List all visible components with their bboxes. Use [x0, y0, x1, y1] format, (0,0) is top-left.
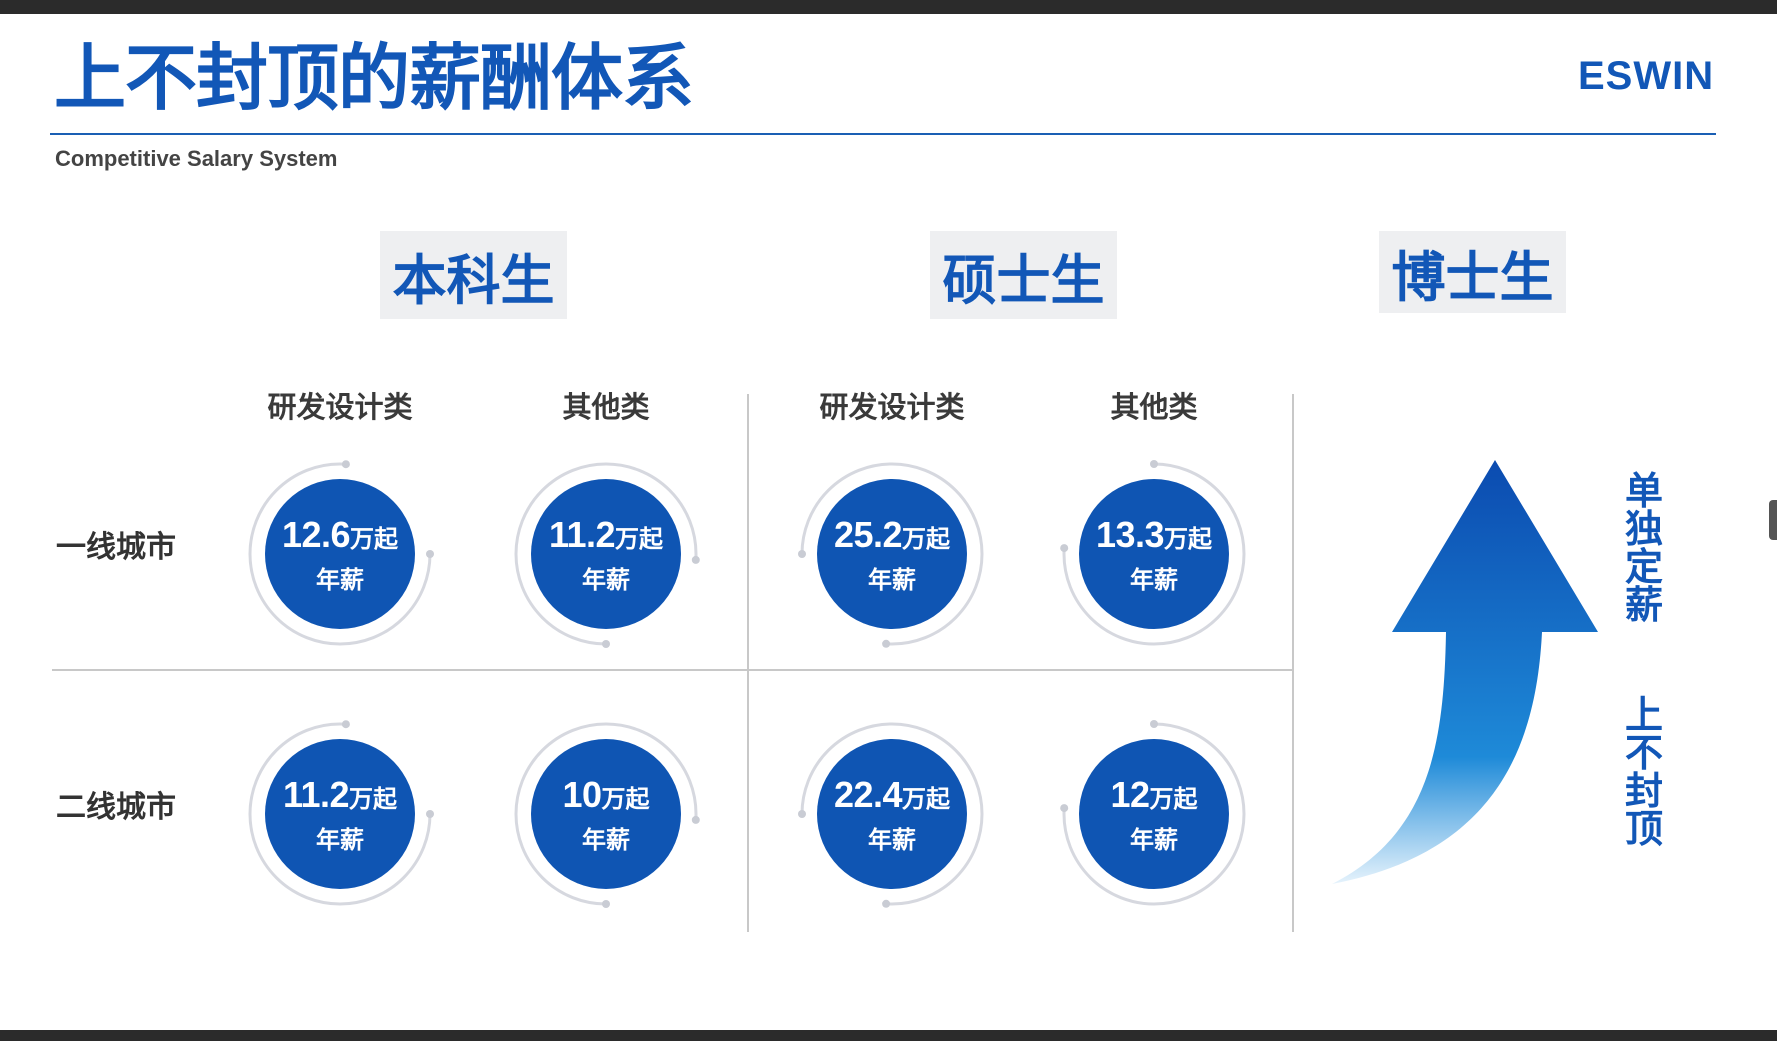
salary-period-label: 年薪: [582, 825, 630, 854]
salary-amount: 22.4 万起: [834, 774, 950, 816]
salary-circle: 11.2 万起年薪: [511, 459, 701, 649]
salary-badge: 11.2 万起年薪: [265, 739, 415, 889]
salary-badge: 22.4 万起年薪: [817, 739, 967, 889]
circle-ring-icon: [798, 722, 984, 908]
eswin-logo: ESWIN: [1578, 54, 1715, 98]
salary-number: 12.6: [281, 513, 351, 555]
circle-ring-icon: [514, 462, 700, 648]
salary-badge: 25.2 万起年薪: [817, 479, 967, 629]
salary-circle: 22.4 万起年薪: [797, 719, 987, 909]
salary-period-label: 年薪: [1130, 825, 1178, 854]
phd-note-no-cap: 上不封顶: [1624, 693, 1663, 851]
salary-number: 10: [562, 773, 602, 815]
salary-badge: 13.3 万起年薪: [1079, 479, 1229, 629]
grid-divider-vertical: [747, 394, 749, 932]
column-header-other-bachelor: 其他类: [562, 390, 650, 424]
circle-ring-icon: [798, 462, 984, 648]
column-header-other-master: 其他类: [1110, 390, 1198, 424]
salary-circle: 12 万起年薪: [1059, 719, 1249, 909]
salary-amount: 25.2 万起: [834, 514, 950, 556]
salary-unit: 万起: [601, 784, 650, 813]
salary-amount: 12 万起: [1110, 774, 1197, 816]
salary-amount: 10 万起: [562, 774, 649, 816]
salary-amount: 11.2 万起: [549, 514, 663, 556]
grid-divider-vertical: [1292, 394, 1294, 932]
salary-badge: 10 万起年薪: [531, 739, 681, 889]
salary-amount: 13.3 万起: [1096, 514, 1212, 556]
salary-circle: 10 万起年薪: [511, 719, 701, 909]
salary-unit: 万起: [349, 784, 398, 813]
salary-circle: 13.3 万起年薪: [1059, 459, 1249, 649]
salary-period-label: 年薪: [868, 565, 916, 594]
salary-amount: 11.2 万起: [283, 774, 397, 816]
salary-period-label: 年薪: [316, 565, 364, 594]
degree-label-phd: 博士生: [1379, 231, 1566, 313]
salary-circle: 12.6 万起年薪: [245, 459, 435, 649]
slide-title: 上不封顶的薪酬体系: [54, 36, 694, 120]
column-header-rd-bachelor: 研发设计类: [267, 390, 413, 424]
slide-subtitle: Competitive Salary System: [55, 146, 338, 171]
circle-ring-icon: [248, 460, 434, 646]
salary-unit: 万起: [1149, 784, 1198, 813]
salary-circle: 25.2 万起年薪: [797, 459, 987, 649]
salary-number: 22.4: [833, 773, 903, 815]
salary-unit: 万起: [350, 524, 399, 553]
salary-period-label: 年薪: [1130, 565, 1178, 594]
degree-label-master: 硕士生: [930, 231, 1117, 319]
slide: 上不封顶的薪酬体系 ESWIN Competitive Salary Syste…: [0, 14, 1777, 1030]
salary-badge: 12 万起年薪: [1079, 739, 1229, 889]
phd-note-separate-salary: 单独定薪: [1624, 469, 1663, 627]
window-bottom-bar: [0, 1030, 1777, 1041]
row-label-tier2-city: 二线城市: [56, 790, 176, 825]
salary-period-label: 年薪: [868, 825, 916, 854]
salary-badge: 12.6 万起年薪: [265, 479, 415, 629]
salary-number: 13.3: [1095, 513, 1165, 555]
circle-ring-icon: [1060, 720, 1246, 906]
window-top-bar: [0, 0, 1777, 14]
circle-ring-icon: [248, 720, 434, 906]
growth-arrow-icon: [1332, 460, 1598, 884]
salary-amount: 12.6 万起: [282, 514, 398, 556]
column-header-rd-master: 研发设计类: [819, 390, 965, 424]
salary-number: 11.2: [282, 773, 350, 815]
grid-divider-horizontal: [52, 669, 1294, 671]
salary-number: 12: [1110, 773, 1150, 815]
circle-ring-icon: [514, 722, 700, 908]
salary-number: 11.2: [548, 513, 616, 555]
row-label-tier1-city: 一线城市: [56, 530, 176, 565]
title-divider: [50, 133, 1716, 135]
salary-period-label: 年薪: [316, 825, 364, 854]
salary-unit: 万起: [902, 524, 951, 553]
side-scroll-tab[interactable]: [1769, 500, 1777, 540]
salary-circle: 11.2 万起年薪: [245, 719, 435, 909]
circle-ring-icon: [1060, 460, 1246, 646]
salary-badge: 11.2 万起年薪: [531, 479, 681, 629]
salary-period-label: 年薪: [582, 565, 630, 594]
degree-label-bachelor: 本科生: [380, 231, 567, 319]
salary-unit: 万起: [1164, 524, 1213, 553]
salary-unit: 万起: [902, 784, 951, 813]
salary-number: 25.2: [833, 513, 903, 555]
salary-unit: 万起: [615, 524, 664, 553]
